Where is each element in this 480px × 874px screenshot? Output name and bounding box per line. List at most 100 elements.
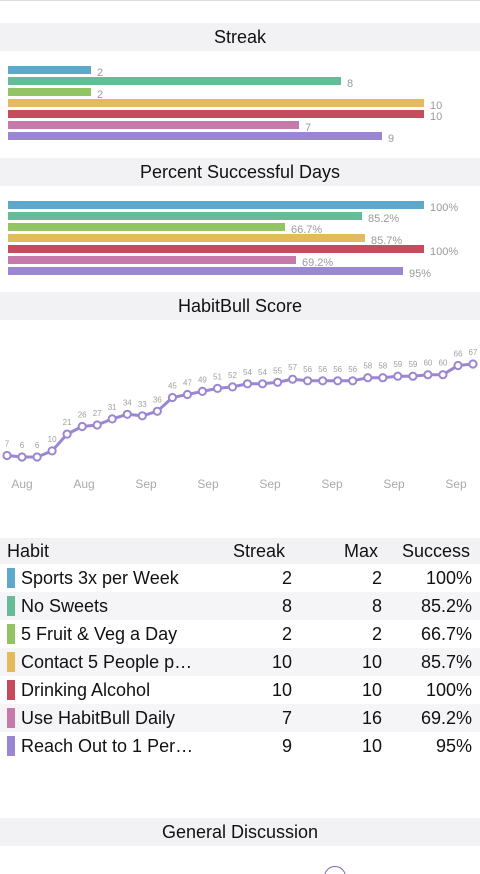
score-point [182,389,192,400]
percent-bar [8,245,424,253]
x-tick-label: Aug [73,477,94,491]
habit-max: 10 [361,652,382,672]
score-point [242,379,253,389]
table-row[interactable]: Sports 3x per Week 2 2 100% [0,564,480,592]
habit-success: 100% [425,680,472,700]
score-point-label: 55 [273,366,282,375]
percent-bar [8,201,424,209]
streak-bar-label: 10 [430,111,443,123]
score-point-label: 51 [213,372,222,381]
score-point-label: 56 [303,365,312,374]
table-row[interactable]: Reach Out to 1 Per… 9 10 95% [0,732,480,760]
table-row[interactable]: Contact 5 People p… 10 10 85.7% [0,648,480,676]
score-point-label: 56 [333,365,342,374]
score-point-label: 49 [198,375,207,384]
score-point-label: 59 [393,360,402,369]
header-success: Success [402,541,471,561]
score-point [62,429,72,439]
header-habit: Habit [7,541,50,561]
x-tick-label: Aug [11,477,32,491]
habit-max: 2 [371,624,382,644]
table-row[interactable]: 5 Fruit & Veg a Day 2 2 66.7% [0,620,480,648]
score-point [393,371,403,381]
score-point-label: 47 [183,379,192,388]
x-tick-label: Sep [259,477,281,491]
habit-success: 85.2% [420,596,472,616]
score-point [257,379,268,389]
score-point [137,411,147,421]
score-point-label: 34 [123,398,132,407]
score-point-label: 6 [35,441,40,450]
score-point [288,374,298,384]
percent-bar-label: 69.2% [302,257,334,269]
streak-bar [8,88,91,96]
habit-color-swatch [7,708,15,728]
score-point-label: 54 [243,368,252,377]
habit-name: Use HabitBull Daily [21,708,176,728]
score-point-label: 57 [288,363,297,372]
score-point [47,446,57,456]
score-point-label: 54 [258,368,267,377]
streak-bar [8,132,382,140]
habit-name: Contact 5 People p… [21,652,193,672]
table-header: Habit Streak Max Success [0,538,480,564]
habit-streak: 8 [281,596,292,616]
score-point-label: 58 [363,362,372,371]
top-bar [0,0,480,22]
habit-streak: 7 [281,708,292,728]
habit-streak: 10 [271,680,292,700]
discussion-content-partial [0,860,480,874]
percent-bar-label: 100% [430,202,459,214]
score-point [17,452,27,462]
score-point [318,376,328,386]
habit-max: 2 [371,568,382,588]
habit-success: 85.7% [420,652,472,672]
score-point-label: 27 [93,409,102,418]
streak-bar-label: 10 [430,100,443,112]
score-point [468,359,478,369]
habit-success: 69.2% [420,708,472,728]
x-tick-label: Sep [135,477,157,491]
score-point-label: 56 [318,365,327,374]
streak-bar-label: 2 [97,89,104,101]
habit-name: Reach Out to 1 Per… [21,736,194,756]
header-streak: Streak [233,541,286,561]
x-tick-label: Sep [321,477,343,491]
score-point-label: 45 [168,382,177,391]
score-point-label: 58 [378,362,387,371]
habit-color-swatch [7,736,15,756]
habit-streak: 9 [281,736,292,756]
score-point-label: 60 [423,359,432,368]
percent-bar-label: 85.7% [371,235,403,247]
table-row[interactable]: Use HabitBull Daily 7 16 69.2% [0,704,480,732]
habit-streak: 2 [281,568,292,588]
score-point-label: 36 [153,395,162,404]
score-point [378,373,388,383]
habit-color-swatch [7,680,15,700]
score-point-label: 10 [48,435,57,444]
score-point [152,406,162,416]
score-point-label: 59 [408,360,417,369]
add-comment-icon[interactable] [324,866,346,874]
habit-color-swatch [7,596,15,616]
percent-bar-label: 95% [409,268,432,280]
score-point [212,383,223,394]
percent-bar [8,234,365,242]
table-row[interactable]: Drinking Alcohol 10 10 100% [0,676,480,704]
streak-bar [8,66,91,74]
score-point [107,414,117,424]
table-row[interactable]: No Sweets 8 8 85.2% [0,592,480,620]
habit-success: 66.7% [420,624,472,644]
score-point-label: 7 [5,440,10,449]
habit-name: 5 Fruit & Veg a Day [21,624,178,644]
score-section-title: HabitBull Score [0,292,480,320]
streak-section-title: Streak [0,23,480,51]
habit-name: No Sweets [21,596,109,616]
habit-name: Sports 3x per Week [21,568,179,588]
streak-bar-label: 7 [305,122,312,134]
x-tick-label: Sep [383,477,405,491]
score-point [363,373,373,383]
general-discussion-title[interactable]: General Discussion [0,818,480,846]
percent-bar-label: 66.7% [291,224,323,236]
